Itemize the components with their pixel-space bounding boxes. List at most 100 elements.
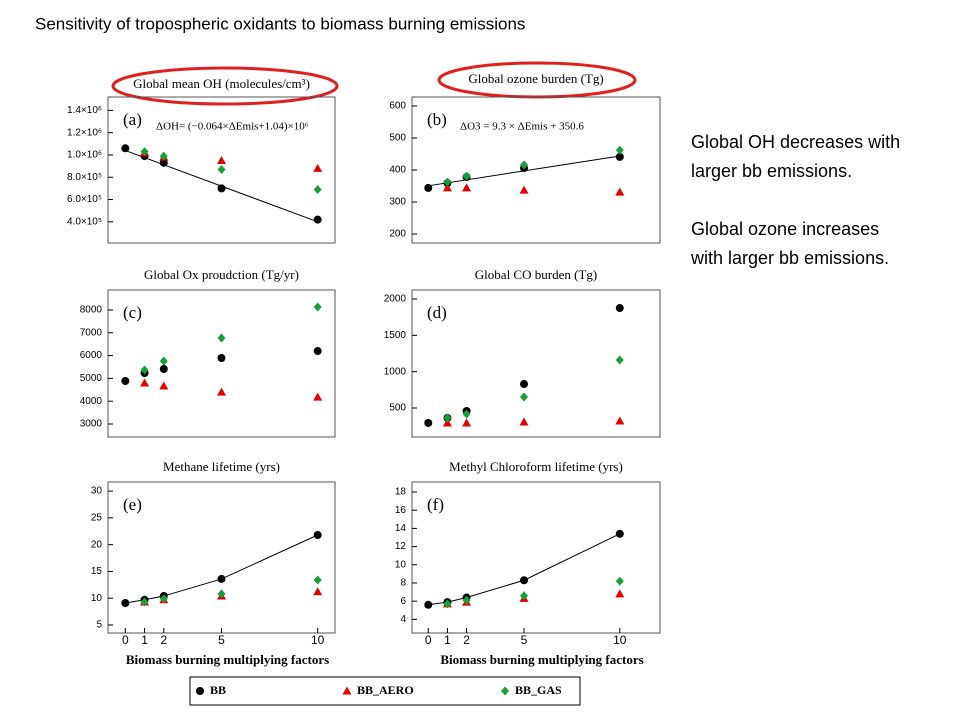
y-tick-label: 8000 (80, 305, 103, 316)
marker-circle (159, 365, 168, 374)
marker-circle (313, 347, 322, 356)
y-tick-label: 6000 (80, 350, 103, 361)
y-tick-label: 3000 (80, 419, 103, 430)
y-tick-label: 15 (91, 566, 103, 577)
equation: ΔO3 = 9.3 × ΔEmis + 350.6 (460, 121, 584, 133)
legend-label: BB_AERO (357, 683, 414, 697)
x-tick-label: 2 (463, 633, 470, 647)
legend-marker (196, 687, 204, 695)
y-tick-label: 5 (96, 620, 102, 631)
marker-circle (121, 144, 130, 153)
marker-diamond (159, 594, 168, 604)
panel-label: (a) (123, 110, 142, 129)
marker-circle (159, 158, 168, 167)
y-tick-label: 7000 (80, 327, 103, 338)
chart-title: Global ozone burden (Tg) (468, 71, 603, 86)
note-line: Global ozone increases (691, 219, 879, 239)
y-tick-label: 1.2×10⁶ (67, 127, 102, 138)
marker-triangle (615, 416, 625, 425)
note-line: larger bb emissions. (691, 161, 852, 181)
marker-diamond (443, 413, 452, 423)
y-tick-label: 6.0×10⁵ (67, 194, 102, 205)
marker-triangle (519, 417, 529, 426)
plot-frame (107, 481, 336, 634)
marker-diamond (615, 355, 624, 365)
panel-label: (d) (427, 303, 447, 322)
marker-diamond (443, 177, 452, 187)
marker-diamond (140, 147, 149, 157)
marker-triangle (615, 187, 625, 196)
legend-label: BB_GAS (515, 683, 562, 697)
marker-triangle (313, 163, 323, 172)
marker-diamond (462, 409, 471, 419)
slide-title: Sensitivity of tropospheric oxidants to … (35, 14, 525, 33)
marker-triangle (217, 156, 226, 165)
chart-title: Global CO burden (Tg) (475, 267, 597, 282)
marker-diamond (313, 185, 322, 195)
marker-diamond (615, 576, 624, 586)
chart-title: Global mean OH (molecules/cm³) (133, 76, 310, 91)
x-tick-label: 1 (141, 633, 148, 647)
marker-triangle (313, 587, 323, 596)
marker-diamond (520, 392, 529, 402)
y-tick-label: 5000 (80, 373, 103, 384)
y-tick-label: 18 (395, 487, 407, 498)
marker-diamond (140, 597, 149, 607)
marker-diamond (313, 575, 322, 585)
y-tick-label: 10 (91, 593, 103, 604)
x-tick-label: 5 (218, 633, 225, 647)
plot-frame (107, 289, 336, 438)
y-tick-label: 600 (389, 101, 406, 112)
marker-diamond (462, 171, 471, 181)
marker-triangle (519, 185, 529, 194)
y-tick-label: 400 (389, 165, 406, 176)
y-tick-label: 16 (395, 505, 407, 516)
chart-title: Methane lifetime (yrs) (163, 459, 280, 474)
y-tick-label: 4 (400, 614, 406, 625)
x-tick-label: 1 (444, 633, 451, 647)
marker-circle (424, 600, 433, 609)
y-tick-label: 2000 (384, 294, 407, 305)
marker-triangle (462, 418, 472, 427)
y-tick-label: 30 (91, 486, 103, 497)
y-tick-label: 200 (389, 229, 406, 240)
marker-circle (217, 184, 226, 193)
marker-circle (615, 304, 624, 313)
y-tick-label: 10 (395, 559, 407, 570)
x-tick-label: 10 (311, 633, 325, 647)
y-tick-label: 4000 (80, 396, 103, 407)
legend-marker (501, 686, 509, 696)
marker-circle (424, 183, 433, 192)
y-tick-label: 8 (400, 578, 406, 589)
equation: ΔOH= (−0.064×ΔEmis+1.04)×10⁶ (156, 121, 309, 133)
y-tick-label: 20 (91, 539, 103, 550)
y-tick-label: 1.0×10⁶ (67, 150, 102, 161)
marker-diamond (217, 589, 226, 599)
legend-label: BB (210, 683, 226, 697)
marker-circle (520, 380, 529, 389)
y-tick-label: 25 (91, 513, 103, 524)
x-tick-label: 5 (521, 633, 528, 647)
y-tick-label: 300 (389, 197, 406, 208)
panel-label: (b) (427, 110, 447, 129)
y-tick-label: 4.0×10⁵ (67, 216, 102, 227)
y-tick-label: 14 (395, 523, 407, 534)
marker-circle (121, 599, 130, 608)
plot-frame (107, 96, 336, 244)
y-tick-label: 1.4×10⁶ (67, 105, 102, 116)
y-tick-label: 500 (389, 403, 406, 414)
marker-triangle (615, 589, 625, 598)
highlight-ellipse (111, 66, 339, 106)
marker-circle (313, 215, 322, 224)
marker-diamond (140, 365, 149, 375)
y-tick-label: 6 (400, 596, 406, 607)
marker-triangle (159, 381, 169, 390)
note-line: with larger bb emissions. (690, 248, 889, 268)
y-tick-label: 8.0×10⁵ (67, 172, 102, 183)
x-axis-label: Biomass burning multiplying factors (126, 652, 329, 667)
x-tick-label: 0 (122, 633, 129, 647)
marker-circle (520, 576, 529, 585)
y-tick-label: 500 (389, 133, 406, 144)
x-tick-label: 10 (613, 633, 627, 647)
